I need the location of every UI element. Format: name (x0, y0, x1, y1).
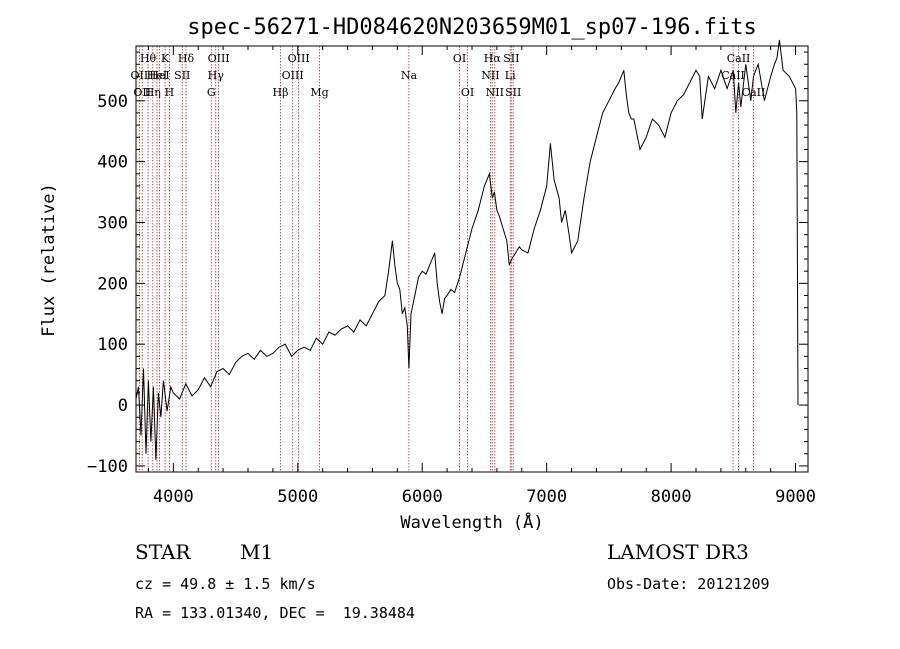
line-label: OII (131, 69, 149, 82)
line-label: CaII (742, 86, 766, 99)
line-label: NII (486, 86, 504, 99)
x-tick-label: 8000 (651, 487, 692, 507)
line-label: Li (505, 69, 516, 82)
line-label: HeI (147, 69, 167, 82)
spectral-line-labels: OIIOIIHθHηHeIHeIKHSIIHδGHγOIIIHβOIIIOIII… (131, 52, 766, 99)
line-label: SII (174, 69, 190, 82)
y-tick-label: 0 (118, 396, 128, 416)
y-axis: −100 0 100 200 300 400 500 (87, 51, 808, 477)
coords-label: RA = 133.01340, DEC = 19.38484 (135, 604, 415, 622)
x-axis: 4000 5000 6000 7000 8000 9000 (147, 46, 816, 507)
x-tick-label: 7000 (526, 487, 567, 507)
line-label: K (161, 52, 170, 65)
line-label: Hγ (208, 69, 225, 82)
spectral-line-markers (138, 46, 754, 472)
line-label: CaII (727, 52, 751, 65)
line-label: Hα (484, 52, 502, 65)
y-tick-label: 200 (97, 274, 128, 294)
y-tick-label: 400 (97, 153, 128, 173)
line-label: CaII (721, 69, 745, 82)
line-label: OIII (282, 69, 304, 82)
line-label: Hη (145, 86, 161, 99)
line-label: SII (505, 86, 521, 99)
line-label: OIII (288, 52, 310, 65)
spectrum-line (135, 39, 799, 460)
x-tick-label: 9000 (775, 487, 816, 507)
x-tick-label: 4000 (153, 487, 194, 507)
line-label: Na (401, 69, 418, 82)
line-label: Hθ (140, 52, 157, 65)
line-label: G (207, 86, 216, 99)
line-label: Hδ (178, 52, 195, 65)
y-tick-label: 100 (97, 335, 128, 355)
line-label: HeI (149, 69, 169, 82)
x-tick-label: 6000 (402, 487, 443, 507)
line-label: OI (461, 86, 474, 99)
y-tick-label: 300 (97, 213, 128, 233)
chart-title: spec-56271-HD084620N203659M01_sp07-196.f… (187, 15, 757, 40)
survey-label: LAMOST DR3 (607, 540, 749, 564)
redshift-label: cz = 49.8 ± 1.5 km/s (135, 575, 316, 593)
line-label: Hβ (273, 86, 289, 99)
line-label: OII (133, 86, 151, 99)
y-tick-label: 500 (97, 92, 128, 112)
line-label: NII (481, 69, 499, 82)
y-tick-label: −100 (87, 457, 128, 477)
line-label: Mg (310, 86, 328, 99)
line-label: OIII (208, 52, 230, 65)
x-tick-label: 5000 (277, 487, 318, 507)
obs-date-label: Obs-Date: 20121209 (607, 575, 770, 593)
y-axis-label: Flux (relative) (39, 183, 59, 337)
line-label: OI (453, 52, 466, 65)
class-label: STAR (135, 540, 191, 564)
plot-frame (135, 45, 809, 473)
line-label: H (165, 86, 175, 99)
line-label: SII (503, 52, 519, 65)
x-axis-label: Wavelength (Å) (400, 511, 543, 533)
subclass-label: M1 (240, 540, 274, 564)
